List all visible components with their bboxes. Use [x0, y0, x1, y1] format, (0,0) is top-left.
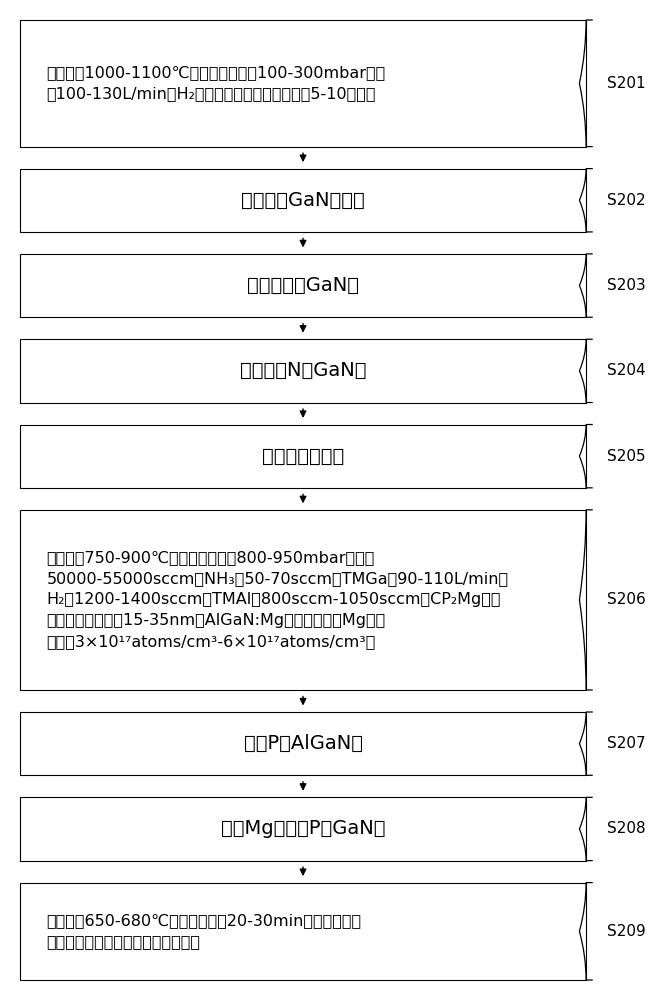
Text: 生长P型AlGaN层: 生长P型AlGaN层: [244, 734, 362, 753]
FancyBboxPatch shape: [20, 254, 586, 317]
FancyBboxPatch shape: [20, 883, 586, 980]
Text: 生长第一N型GaN层: 生长第一N型GaN层: [240, 361, 366, 380]
Text: S206: S206: [607, 592, 645, 607]
Text: 在温度为750-900℃，反应腔压力为800-950mbar，通入
50000-55000sccm的NH₃、50-70sccm的TMGa、90-110L/min: 在温度为750-900℃，反应腔压力为800-950mbar，通入 50000-…: [47, 550, 509, 649]
FancyBboxPatch shape: [20, 510, 586, 690]
Text: S208: S208: [607, 821, 645, 836]
FancyBboxPatch shape: [20, 20, 586, 147]
Text: S203: S203: [607, 278, 645, 293]
Text: S202: S202: [607, 193, 645, 208]
Text: 在温度为1000-1100℃，反应腔压力为100-300mbar，通
入100-130L/min的H₂的条件下，处理蓝宝石衬底5-10分钟。: 在温度为1000-1100℃，反应腔压力为100-300mbar，通 入100-…: [47, 65, 386, 101]
Text: S204: S204: [607, 363, 645, 378]
Text: 生长多量子阱层: 生长多量子阱层: [262, 447, 344, 466]
Text: 在温度为650-680℃的条件下保温20-30min，接着关闭加
热系统、关闭给气系统，随炉冷却。: 在温度为650-680℃的条件下保温20-30min，接着关闭加 热系统、关闭给…: [47, 913, 362, 949]
Text: 生长非掺杂GaN层: 生长非掺杂GaN层: [247, 276, 359, 295]
FancyBboxPatch shape: [20, 712, 586, 775]
FancyBboxPatch shape: [20, 339, 586, 403]
Text: S209: S209: [607, 924, 645, 939]
Text: S207: S207: [607, 736, 645, 751]
Text: 生长低温GaN缓冲层: 生长低温GaN缓冲层: [241, 191, 365, 210]
Text: 生长Mg掺杂的P型GaN层: 生长Mg掺杂的P型GaN层: [221, 819, 385, 838]
Text: S201: S201: [607, 76, 645, 91]
FancyBboxPatch shape: [20, 797, 586, 861]
FancyBboxPatch shape: [20, 425, 586, 488]
Text: S205: S205: [607, 449, 645, 464]
FancyBboxPatch shape: [20, 169, 586, 232]
